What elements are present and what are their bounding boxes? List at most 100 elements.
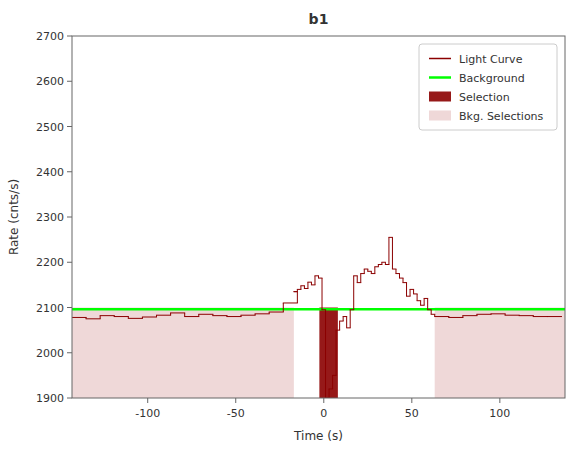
step-bin (301, 285, 305, 286)
x-tick (235, 398, 236, 403)
y-tick (67, 307, 72, 308)
x-tick (323, 398, 324, 403)
y-tick (67, 262, 72, 263)
step-bin (399, 278, 403, 279)
legend-label: Background (459, 72, 525, 85)
step-riser (357, 276, 358, 283)
step-riser (399, 274, 400, 279)
selection-region (319, 308, 337, 399)
step-bin (86, 318, 100, 319)
step-bin (269, 312, 283, 313)
step-bin (533, 316, 547, 317)
step-bin (308, 282, 312, 283)
y-tick (67, 398, 72, 399)
step-bin (424, 298, 428, 299)
step-bin (315, 275, 319, 276)
step-riser (314, 276, 315, 285)
step-riser (427, 298, 428, 309)
step-bin (343, 316, 347, 317)
step-riser (364, 269, 365, 274)
step-bin (389, 237, 393, 238)
step-riser (413, 289, 414, 294)
step-riser (307, 282, 308, 288)
step-bin (333, 375, 337, 376)
step-bin (294, 291, 298, 292)
y-tick-label: 2600 (36, 75, 64, 88)
step-bin (364, 269, 368, 270)
step-riser (184, 313, 185, 317)
step-riser (420, 301, 421, 306)
step-riser (395, 269, 396, 274)
y-tick-label: 2200 (36, 256, 64, 269)
step-bin (319, 278, 323, 279)
y-tick-label: 2700 (36, 30, 64, 43)
legend-swatch (429, 58, 451, 60)
data-layer (72, 237, 565, 398)
legend-swatch (429, 76, 451, 79)
y-tick (67, 352, 72, 353)
y-tick (67, 171, 72, 172)
step-joint (294, 291, 298, 292)
step-riser (392, 237, 393, 269)
step-riser (346, 317, 347, 328)
step-riser (374, 267, 375, 274)
y-tick (67, 81, 72, 82)
x-tick-label: 100 (489, 407, 510, 420)
step-bin (368, 271, 372, 272)
title: b1 (309, 11, 329, 27)
y-tick-label: 2400 (36, 166, 64, 179)
x-tick (411, 398, 412, 403)
step-riser (360, 274, 361, 283)
step-bin (403, 282, 407, 283)
step-riser (353, 276, 354, 310)
step-bin (505, 315, 519, 316)
step-riser (431, 310, 432, 315)
step-bin (171, 312, 185, 313)
step-bin (392, 269, 396, 270)
step-riser (424, 298, 425, 305)
step-riser (336, 330, 337, 375)
step-riser (329, 389, 330, 398)
step-riser (410, 289, 411, 296)
step-riser (339, 321, 340, 330)
step-bin (213, 315, 227, 316)
step-bin (547, 316, 561, 317)
step-bin (431, 314, 435, 315)
step-riser (417, 294, 418, 301)
step-bin (350, 309, 354, 310)
step-bin (385, 264, 389, 265)
x-tick-label: 50 (405, 407, 419, 420)
legend-swatch (429, 111, 451, 121)
y-tick-label: 1900 (36, 392, 64, 405)
step-bin (114, 316, 128, 317)
x-tick (147, 398, 148, 403)
plot-frame (72, 36, 565, 398)
page: {"chart_data": { "type": "step", "title"… (0, 0, 580, 455)
step-bin (336, 330, 340, 331)
background-line (72, 308, 565, 311)
step-bin (142, 317, 156, 318)
step-bin (407, 296, 411, 297)
step-bin (463, 315, 477, 316)
step-bin (396, 273, 400, 274)
step-bin (410, 289, 414, 290)
step-bin (304, 288, 308, 289)
step-bin (241, 315, 255, 316)
step-bin (417, 300, 421, 301)
step-bin (361, 273, 365, 274)
legend-label: Bkg. Selections (459, 110, 544, 123)
step-bin (199, 314, 213, 315)
step-bin (382, 262, 386, 263)
y-tick (67, 217, 72, 218)
y-tick-label: 2300 (36, 211, 64, 224)
x-tick-label: -100 (135, 407, 160, 420)
x-axis-label: Time (s) (293, 429, 343, 443)
step-bin (329, 388, 333, 389)
step-bin (340, 321, 344, 322)
step-bin (311, 284, 315, 285)
chart: 190020002100220023002400250026002700-100… (0, 0, 580, 455)
step-bin (72, 317, 86, 318)
step-bin (375, 266, 379, 267)
step-bin (283, 302, 297, 303)
x-tick-label: -50 (227, 407, 245, 420)
